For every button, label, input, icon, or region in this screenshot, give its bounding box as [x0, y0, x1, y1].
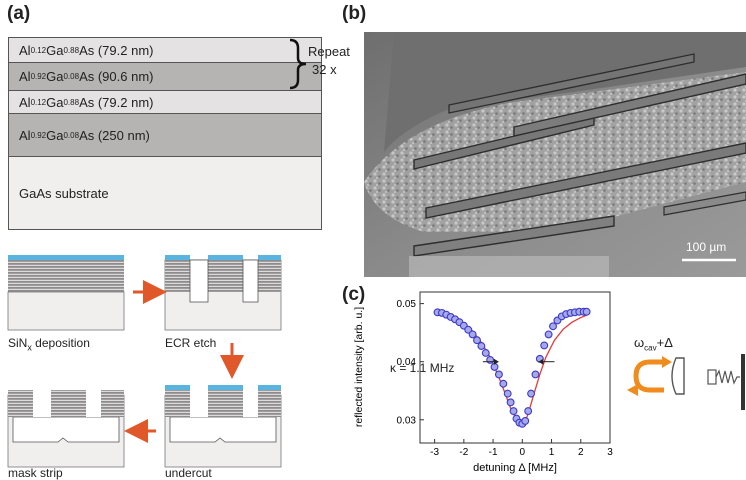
plot-frame — [419, 291, 611, 444]
x-axis-label: detuning Δ [MHz] — [473, 462, 557, 474]
layer-2-el1: Al — [19, 69, 31, 84]
data-point — [494, 370, 503, 379]
y-tick-label: 0.04 — [397, 357, 417, 368]
data-point — [473, 336, 481, 345]
panel-a-label: (a) — [7, 3, 31, 24]
layer-2: Al 0.92 Ga 0.08 As (90.6 nm) — [8, 62, 322, 91]
spring — [707, 369, 740, 385]
repeat-brace — [289, 38, 307, 90]
cavity-schematic — [627, 354, 745, 410]
process-diagram — [7, 255, 282, 468]
layer-1-el1: Al — [19, 42, 31, 58]
layer-3-el2: Ga — [46, 94, 64, 110]
data-point — [481, 349, 490, 357]
layer-4-el3: As (250 nm) — [79, 127, 150, 143]
panel-b-label: (b) — [342, 3, 367, 24]
step-label-mask: mask strip — [8, 466, 63, 480]
data-point — [468, 330, 477, 339]
x-tick-label: 1 — [549, 447, 555, 458]
x-tick-label: -3 — [430, 447, 439, 458]
layer-4-el2: Ga — [46, 127, 64, 143]
omega-rest: +Δ — [656, 335, 673, 350]
scale-bar-label: 100 µm — [686, 240, 727, 254]
detuning-chart: -3 -2 -1 0 1 2 3 0.03 0.04 0.05 reflected intensi… — [353, 291, 613, 474]
data-point — [524, 407, 533, 416]
y-tick-label: 0.05 — [397, 299, 417, 310]
data-point — [582, 307, 591, 316]
step-label-undercut: undercut — [165, 466, 212, 480]
data-point — [503, 389, 512, 398]
data-point — [509, 407, 518, 416]
layer-1: Al 0.12 Ga 0.88 As (79.2 nm) — [8, 37, 322, 63]
data-point — [544, 330, 553, 339]
layer-4: Al 0.92 Ga 0.08 As (250 nm) — [8, 113, 322, 157]
data-point — [477, 342, 486, 350]
layer-2-sub1: 0.92 — [30, 72, 47, 81]
step-ecr-etch — [164, 255, 282, 331]
x-tick-label: -2 — [459, 447, 468, 458]
kappa-arrowhead-left — [493, 358, 499, 365]
layer-2-sub2: 0.08 — [63, 72, 80, 81]
sem-image — [364, 32, 746, 277]
x-tick-label: -1 — [489, 447, 498, 458]
layer-2-el2: Ga — [46, 69, 64, 84]
layer-4-el1: Al — [19, 127, 31, 143]
layer-3-sub1: 0.12 — [30, 97, 47, 107]
y-axis-label: reflected intensity [arb. u.] — [353, 307, 365, 427]
step-label-sin: SiNx deposition — [8, 336, 90, 352]
data-point — [499, 379, 508, 388]
y-tick-label: 0.03 — [397, 415, 417, 426]
data-point — [549, 322, 557, 331]
sin-sub: x — [27, 342, 32, 353]
data-point — [490, 362, 499, 371]
layer-3: Al 0.12 Ga 0.88 As (79.2 nm) — [8, 90, 322, 114]
omega-main: ω — [634, 335, 645, 350]
data-point — [506, 398, 515, 407]
omega-sub: cav — [644, 343, 657, 353]
layer-3-el1: Al — [19, 94, 31, 110]
step-mask-strip — [7, 390, 125, 468]
layer-1-sub1: 0.12 — [30, 45, 47, 55]
x-tick-label: 2 — [578, 447, 584, 458]
x-tick-label: 3 — [607, 447, 613, 458]
u-turn-arrow — [633, 359, 664, 393]
data-point — [464, 325, 473, 334]
substrate-layer: GaAs substrate — [8, 156, 322, 230]
repeat-label: Repeat — [308, 44, 350, 59]
sin-rest: deposition — [31, 336, 90, 350]
fit-curve — [437, 311, 587, 424]
layer-4-sub1: 0.92 — [30, 130, 47, 140]
data-point — [527, 389, 536, 398]
panel-c-label: (c) — [342, 284, 366, 305]
layer-4-sub2: 0.08 — [63, 130, 80, 140]
step-sin-deposition — [7, 255, 125, 331]
step-undercut — [164, 385, 282, 468]
substrate-label: GaAs substrate — [19, 185, 109, 201]
kappa-label: κ = 1.1 MHz — [390, 361, 455, 375]
data-point — [531, 370, 540, 379]
step-label-ecr: ECR etch — [165, 336, 217, 350]
x-tick-label: 0 — [520, 447, 526, 458]
kappa-arrowhead-right — [538, 358, 544, 365]
layer-3-sub2: 0.88 — [63, 97, 80, 107]
wall — [741, 354, 745, 410]
data-point — [540, 341, 549, 350]
layer-1-el2: Ga — [46, 42, 64, 58]
layer-1-el3: As (79.2 nm) — [79, 42, 154, 58]
mirror — [671, 357, 685, 395]
layer-2-el3: As (90.6 nm) — [79, 69, 154, 84]
layer-3-el3: As (79.2 nm) — [79, 94, 154, 110]
data-point — [486, 355, 495, 364]
repeat-count: 32 x — [312, 62, 337, 77]
data-point — [521, 416, 530, 425]
omega-label: ωcav+Δ — [634, 335, 673, 353]
layer-1-sub2: 0.88 — [63, 45, 80, 55]
sin-main: SiN — [8, 336, 28, 350]
